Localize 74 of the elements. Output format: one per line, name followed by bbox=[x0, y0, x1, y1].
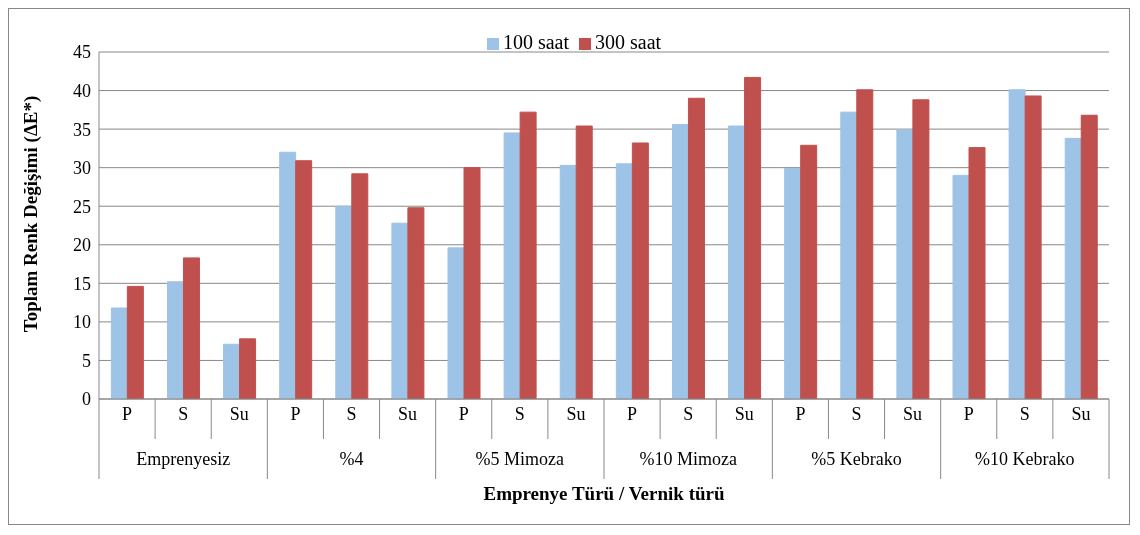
x-tick-label: Su bbox=[229, 403, 249, 424]
text: %10 Mimoza bbox=[639, 449, 737, 469]
bar bbox=[1080, 114, 1098, 399]
bar bbox=[182, 257, 200, 399]
y-tick-label: 0 bbox=[82, 389, 91, 410]
y-tick-label: 15 bbox=[73, 273, 91, 294]
x-tick-label: P bbox=[458, 403, 469, 424]
bar bbox=[166, 281, 184, 399]
bar bbox=[519, 111, 537, 399]
y-tick-label: 25 bbox=[73, 196, 91, 217]
x-tick-label: S bbox=[683, 403, 694, 424]
x-tick-label: P bbox=[290, 403, 301, 424]
bar bbox=[631, 142, 649, 399]
bar bbox=[687, 97, 705, 399]
text: %5 Mimoza bbox=[475, 449, 565, 469]
x-tick-label: S bbox=[514, 403, 525, 424]
text: Emprenyesiz bbox=[136, 449, 231, 469]
y-axis-title: Toplam Renk Değişimi (ΔE*) bbox=[20, 95, 42, 333]
x-tick-label: Su bbox=[903, 403, 923, 424]
bar bbox=[447, 247, 465, 399]
bar bbox=[671, 123, 689, 399]
x-tick-label: S bbox=[346, 403, 357, 424]
bar bbox=[391, 222, 409, 399]
bar bbox=[110, 307, 128, 399]
bar bbox=[575, 125, 593, 399]
bar bbox=[239, 338, 257, 399]
y-tick-label: 5 bbox=[82, 350, 91, 371]
bar bbox=[840, 111, 858, 399]
y-tick-label: 20 bbox=[73, 235, 91, 256]
bar bbox=[1064, 137, 1082, 399]
x-tick-label: P bbox=[963, 403, 974, 424]
x-axis-title: Emprenye Türü / Vernik türü bbox=[482, 483, 726, 505]
bar bbox=[615, 163, 633, 399]
y-tick-label: 10 bbox=[73, 312, 91, 333]
y-tick-label: 45 bbox=[73, 42, 91, 63]
x-tick-label: S bbox=[178, 403, 189, 424]
y-tick-label: 40 bbox=[73, 80, 91, 101]
bar bbox=[856, 89, 874, 399]
bar bbox=[896, 129, 914, 399]
bar bbox=[463, 167, 481, 399]
y-tick-label: 35 bbox=[73, 119, 91, 140]
legend-label: 300 saat bbox=[595, 31, 662, 53]
bar bbox=[279, 151, 297, 399]
x-tick-label: P bbox=[795, 403, 806, 424]
x-tick-label: Su bbox=[734, 403, 754, 424]
x-tick-label: S bbox=[851, 403, 862, 424]
bar bbox=[559, 164, 577, 399]
bar bbox=[912, 99, 930, 399]
bar bbox=[126, 285, 144, 399]
bar bbox=[728, 125, 746, 399]
x-tick-label: Su bbox=[398, 403, 418, 424]
bar bbox=[744, 76, 762, 399]
x-tick-label: S bbox=[1019, 403, 1030, 424]
text: %10 Kebrako bbox=[975, 449, 1075, 469]
bar bbox=[295, 160, 313, 399]
bar bbox=[335, 205, 353, 399]
bar bbox=[1024, 95, 1042, 399]
text: %4 bbox=[339, 449, 364, 469]
bar bbox=[503, 132, 521, 399]
legend-label: 100 saat bbox=[502, 31, 569, 53]
bar bbox=[800, 144, 818, 399]
bar bbox=[407, 207, 425, 399]
x-tick-label: Su bbox=[566, 403, 586, 424]
bar bbox=[968, 147, 986, 399]
bar bbox=[351, 173, 369, 399]
text: %5 Kebrako bbox=[811, 449, 902, 469]
x-tick-label: P bbox=[122, 403, 133, 424]
bar bbox=[784, 167, 802, 399]
x-tick-label: P bbox=[627, 403, 638, 424]
bar bbox=[952, 174, 970, 399]
bar bbox=[223, 343, 241, 399]
x-tick-label: Su bbox=[1071, 403, 1091, 424]
y-tick-label: 30 bbox=[73, 158, 91, 179]
bar bbox=[1008, 89, 1026, 399]
